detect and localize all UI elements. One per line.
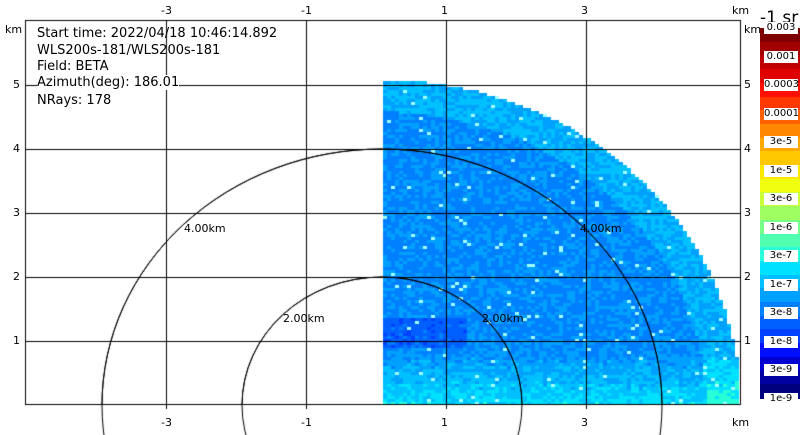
- azimuth: Azimuth(deg): 186.01: [37, 75, 180, 90]
- y-tick-left: 2: [13, 270, 20, 283]
- x-tick-bottom: 3: [581, 416, 588, 429]
- start-time: Start time: 2022/04/18 10:46:14.892: [37, 26, 278, 41]
- colorbar-label: 1e-6: [764, 221, 798, 234]
- colorbar-label: 1e-9: [764, 392, 798, 405]
- y-tick-right: 3: [744, 206, 751, 219]
- instrument-name: WLS200s-181/WLS200s-181: [37, 43, 221, 58]
- x-tick-bottom: -1: [301, 416, 312, 429]
- colorbar-label: 1e-5: [764, 164, 798, 177]
- y-unit-left: km: [5, 23, 23, 36]
- ring-label-4km-left: 4.00km: [184, 222, 226, 235]
- y-tick-left: 3: [13, 206, 20, 219]
- colorbar-band: [760, 206, 800, 221]
- x-tick-bottom: -3: [161, 416, 172, 429]
- colorbar-label: 3e-6: [764, 193, 798, 205]
- ring-label-2km-right: 2.00km: [482, 312, 524, 325]
- x-unit-bottom: km: [732, 416, 750, 429]
- x-unit-top: km: [732, 4, 750, 17]
- colorbar-band: [760, 288, 800, 304]
- colorbar-label: 0.0003: [764, 79, 799, 91]
- colorbar-band: [760, 151, 800, 167]
- colorbar-band: [760, 233, 800, 249]
- y-tick-right: 2: [744, 270, 751, 283]
- y-tick-left: 4: [13, 142, 20, 155]
- colorbar-label: 0.0001: [764, 107, 799, 120]
- y-tick-right: 5: [744, 78, 751, 91]
- colorbar-label: 0.003: [764, 22, 798, 34]
- x-tick-top: 3: [581, 4, 588, 17]
- y-tick-right: 4: [744, 142, 751, 155]
- colorbar-label: 1e-7: [764, 278, 798, 291]
- colorbar-band: [760, 178, 800, 194]
- colorbar-label: 3e-5: [764, 136, 798, 148]
- y-unit-right: km: [744, 23, 762, 36]
- colorbar-label: 0.001: [764, 50, 798, 63]
- colorbar-label: 3e-7: [764, 250, 798, 262]
- colorbar-label: 1e-8: [764, 335, 798, 348]
- colorbar-band: [760, 260, 800, 276]
- nrays: NRays: 178: [37, 93, 112, 108]
- y-tick-right: 1: [744, 334, 751, 347]
- x-tick-top: 1: [441, 4, 448, 17]
- x-tick-top: -1: [301, 4, 312, 17]
- y-tick-left: 5: [13, 78, 20, 91]
- y-tick-left: 1: [13, 334, 20, 347]
- colorbar-band: [760, 123, 800, 139]
- ring-label-4km-right: 4.00km: [580, 222, 622, 235]
- ring-label-2km-left: 2.00km: [283, 312, 325, 325]
- colorbar-label: 3e-9: [764, 364, 798, 376]
- x-tick-bottom: 1: [441, 416, 448, 429]
- field-name: Field: BETA: [37, 59, 109, 74]
- x-tick-top: -3: [161, 4, 172, 17]
- colorbar-label: 3e-8: [764, 307, 798, 319]
- colorbar-band: [760, 315, 800, 331]
